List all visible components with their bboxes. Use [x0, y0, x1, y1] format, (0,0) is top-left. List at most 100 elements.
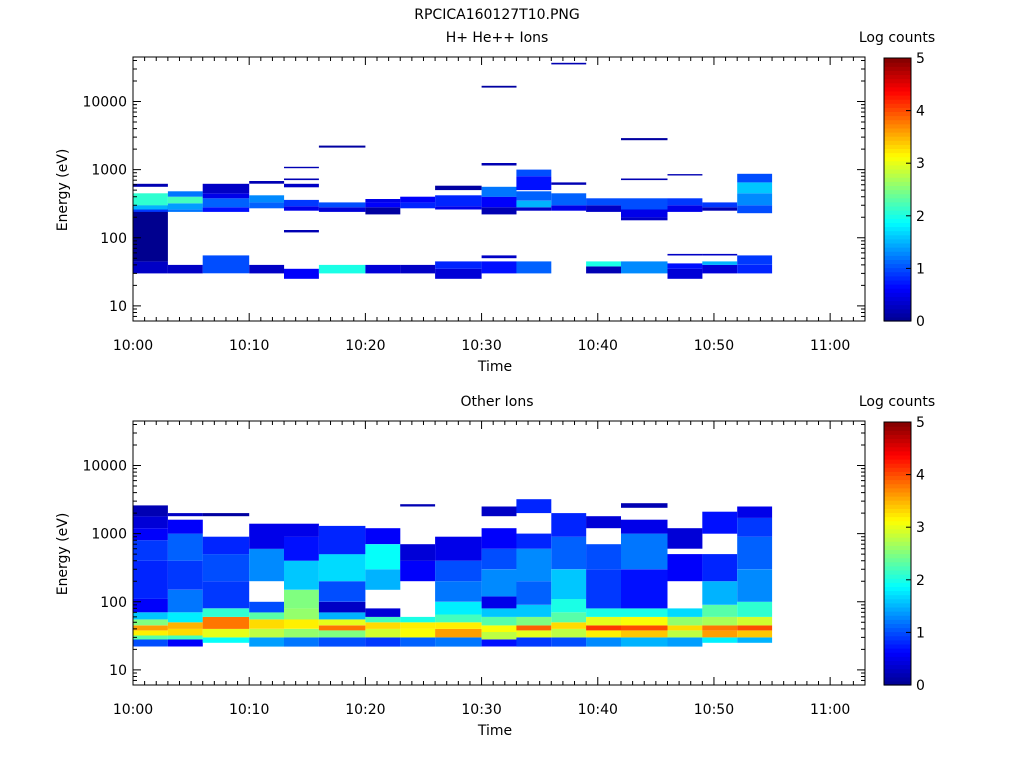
heatmap-cell [586, 266, 621, 274]
heatmap-cell [586, 516, 621, 529]
colorbar-segment [884, 454, 911, 460]
heatmap-cell [667, 637, 703, 647]
heatmap-cell [737, 601, 773, 617]
heatmap-cell [481, 261, 517, 274]
heatmap-cell [737, 517, 773, 537]
heatmap-cell [202, 616, 250, 629]
heatmap-cell [737, 630, 773, 638]
colorbar-segment [884, 446, 911, 452]
colorbar-segment [884, 251, 911, 256]
colorbar-segment [884, 495, 911, 501]
colorbar-segment [884, 173, 911, 178]
y-tick-label: 1000 [91, 527, 127, 543]
heatmap-cell [702, 264, 738, 274]
heatmap-cell [737, 569, 773, 602]
heatmap-cell [667, 263, 703, 269]
heatmap-cell [667, 268, 703, 279]
heatmap-cell [621, 625, 668, 631]
colorbar-segment [884, 168, 911, 174]
heatmap-cell [516, 191, 552, 201]
heatmap-cell [737, 506, 773, 518]
colorbar-segment [884, 611, 911, 616]
heatmap-cell [284, 206, 319, 211]
x-tick-label: 10:40 [578, 702, 618, 718]
heatmap-cell [284, 628, 319, 638]
colorbar-segment [884, 234, 911, 240]
heatmap-cell [400, 637, 436, 647]
colorbar-segment [884, 189, 911, 195]
colorbar-tick-label: 1 [916, 261, 925, 277]
plot-frame [132, 420, 866, 686]
heatmap-cell [133, 205, 168, 262]
colorbar-segment [884, 144, 911, 150]
colorbar-segment [884, 491, 911, 497]
heatmap-cell [284, 230, 319, 233]
x-tick-label: 10:00 [113, 338, 153, 354]
colorbar-segment [884, 656, 911, 661]
heatmap-cell [202, 554, 250, 582]
heatmap-cell [202, 608, 250, 617]
heatmap-cell [365, 569, 401, 590]
heatmap-cell [400, 622, 436, 629]
heatmap-cell [435, 195, 482, 207]
colorbar-segment [884, 70, 911, 76]
heatmap-cell [318, 207, 366, 212]
colorbar-segment [884, 652, 911, 657]
heatmap-cell [365, 622, 401, 629]
heatmap-cell [249, 181, 285, 184]
colorbar-segment [884, 557, 911, 563]
heatmap-cell [586, 608, 621, 617]
heatmap-cell [249, 264, 285, 274]
heatmap-cell [516, 533, 552, 549]
heatmap-cell [481, 625, 517, 632]
heatmap-cell [481, 255, 517, 259]
heatmap-cell [284, 268, 319, 279]
colorbar-segment [884, 255, 911, 260]
heatmap-cell [481, 85, 517, 88]
heatmap-cell [667, 174, 703, 176]
colorbar-segment [884, 312, 911, 318]
heatmap-cell [365, 637, 401, 647]
colorbar-segment [884, 561, 911, 567]
heatmap-cell [284, 199, 319, 207]
heatmap-cell [737, 536, 773, 570]
colorbar-segment [884, 569, 911, 575]
colorbar-segment [884, 672, 911, 678]
colorbar-segment [884, 308, 911, 314]
colorbar-segment [884, 99, 911, 104]
heatmap-cell [702, 581, 738, 605]
colorbar-segment [884, 545, 911, 550]
heatmap-cell [621, 630, 668, 638]
colorbar-segment [884, 578, 911, 583]
colorbar-segment [884, 218, 911, 223]
colorbar-segment [884, 103, 911, 108]
heatmap-cell [133, 205, 168, 210]
heatmap-cell [481, 569, 517, 597]
heatmap-cell [249, 523, 285, 549]
heatmap-cell [133, 560, 168, 599]
heatmap-cell [167, 639, 203, 647]
colorbar-segment [884, 442, 911, 448]
heatmap-cell [202, 198, 250, 208]
heatmap-cell [586, 569, 621, 609]
heatmap-cell [516, 499, 552, 514]
heatmap-cell [702, 637, 738, 643]
heatmap-cell [551, 513, 587, 537]
heatmap-cell [249, 612, 285, 620]
heatmap-cell [167, 513, 203, 517]
colorbar-segment [884, 205, 911, 211]
heatmap-cell [318, 601, 366, 613]
heatmap-cell [621, 178, 668, 181]
heatmap-cell [621, 138, 668, 141]
heatmap-cell [318, 630, 366, 638]
x-tick-label: 10:50 [694, 702, 734, 718]
heatmap-cell [318, 145, 366, 148]
colorbar-segment [884, 479, 911, 485]
colorbar-tick-label: 2 [916, 573, 925, 589]
y-axis-label: Energy (eV) [55, 149, 71, 232]
x-tick-label: 11:00 [810, 702, 850, 718]
colorbar-segment [884, 316, 911, 322]
colorbar-segment [884, 181, 911, 186]
x-tick-label: 10:30 [461, 338, 501, 354]
heatmap-cell [481, 196, 517, 208]
